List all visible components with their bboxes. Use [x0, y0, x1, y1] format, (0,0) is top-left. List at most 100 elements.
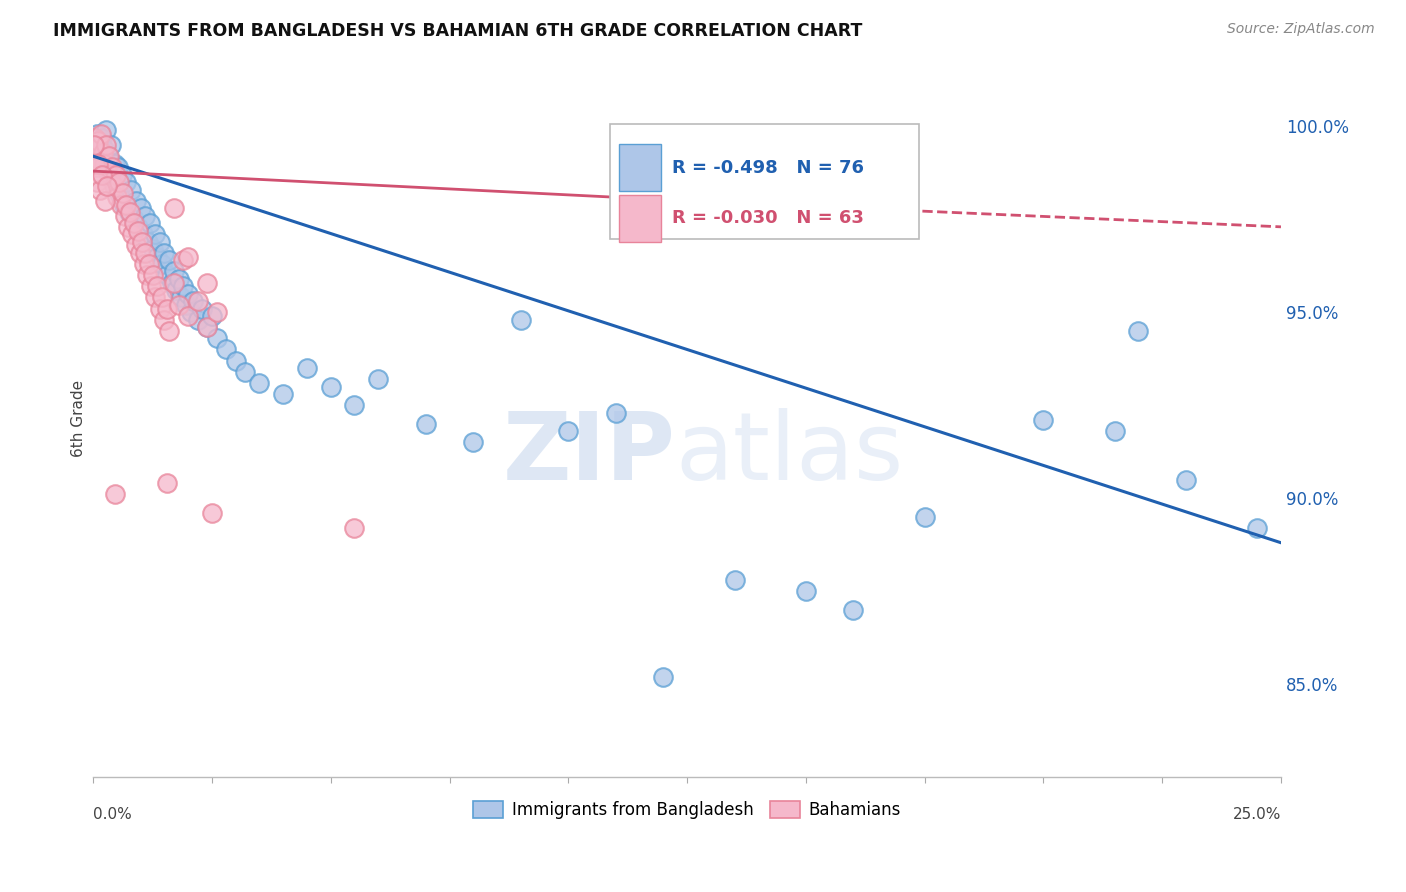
Point [111, 168, 134, 182]
Point [153, 312, 176, 326]
Point [146, 279, 169, 293]
Point [367, 372, 389, 386]
Point [1174, 473, 1197, 487]
Point [115, 175, 138, 189]
Point [118, 205, 141, 219]
Point [105, 190, 128, 204]
Point [195, 276, 218, 290]
Point [112, 197, 135, 211]
Point [84, 138, 107, 153]
Y-axis label: 6th Grade: 6th Grade [72, 380, 86, 457]
Point [98, 171, 121, 186]
Point [143, 227, 166, 242]
Point [96, 178, 118, 193]
Point [205, 305, 228, 319]
Point [89, 183, 111, 197]
Point [165, 283, 187, 297]
Point [97, 149, 120, 163]
Point [98, 164, 121, 178]
Point [295, 361, 318, 376]
Point [181, 294, 204, 309]
Point [138, 257, 160, 271]
Point [167, 298, 190, 312]
Point [187, 312, 209, 326]
Point [111, 186, 134, 201]
Point [149, 301, 172, 316]
Point [415, 417, 437, 431]
Point [90, 127, 112, 141]
Point [89, 153, 111, 167]
Point [107, 161, 129, 175]
Point [101, 171, 124, 186]
Point [463, 435, 485, 450]
Text: ZIP: ZIP [502, 409, 675, 500]
Point [652, 669, 675, 683]
Point [157, 324, 180, 338]
Point [121, 227, 143, 242]
Point [93, 156, 115, 170]
Point [134, 209, 156, 223]
Point [187, 294, 209, 309]
Point [122, 212, 145, 227]
Point [343, 398, 366, 412]
Point [115, 197, 138, 211]
Point [129, 201, 152, 215]
Point [605, 406, 627, 420]
Point [156, 268, 179, 282]
Point [132, 227, 155, 242]
Point [136, 268, 159, 282]
Point [914, 509, 936, 524]
Point [215, 343, 238, 357]
Point [134, 245, 156, 260]
Point [842, 602, 865, 616]
Point [319, 379, 342, 393]
Point [125, 238, 148, 252]
Point [156, 476, 179, 491]
Point [87, 134, 110, 148]
Point [127, 219, 149, 234]
Point [177, 286, 200, 301]
Point [191, 301, 214, 316]
Point [172, 279, 194, 293]
Point [101, 161, 124, 175]
Point [177, 250, 200, 264]
Point [195, 320, 218, 334]
Point [84, 161, 107, 175]
Point [205, 331, 228, 345]
Point [94, 138, 117, 153]
Point [86, 175, 108, 189]
Point [201, 309, 224, 323]
Point [91, 145, 114, 160]
Point [149, 235, 172, 249]
Point [103, 178, 125, 193]
Point [167, 272, 190, 286]
Point [150, 257, 173, 271]
Point [114, 209, 136, 223]
Text: R = -0.498   N = 76: R = -0.498 N = 76 [672, 159, 863, 177]
Point [97, 149, 120, 163]
Point [128, 245, 150, 260]
Text: Source: ZipAtlas.com: Source: ZipAtlas.com [1227, 22, 1375, 37]
Point [225, 353, 247, 368]
Point [143, 290, 166, 304]
Point [132, 257, 155, 271]
Point [90, 130, 112, 145]
Point [93, 194, 115, 208]
Point [141, 279, 163, 293]
Point [723, 573, 745, 587]
Point [794, 584, 817, 599]
Point [249, 376, 271, 390]
Point [174, 298, 197, 312]
Point [87, 156, 110, 170]
Point [104, 168, 127, 182]
Legend: Immigrants from Bangladesh, Bahamians: Immigrants from Bangladesh, Bahamians [467, 795, 907, 826]
Point [195, 320, 218, 334]
Point [125, 194, 148, 208]
Point [177, 309, 200, 323]
Point [163, 264, 186, 278]
Text: R = -0.030   N = 63: R = -0.030 N = 63 [672, 210, 863, 227]
Point [139, 216, 162, 230]
FancyBboxPatch shape [620, 195, 661, 242]
Point [89, 145, 111, 160]
Point [1128, 324, 1150, 338]
